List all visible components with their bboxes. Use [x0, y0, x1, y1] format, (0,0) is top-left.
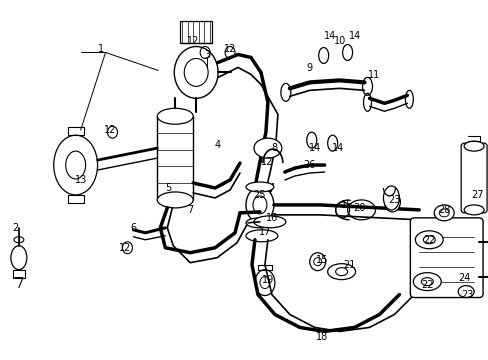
Text: 4: 4 [215, 140, 221, 150]
Text: 24: 24 [457, 273, 469, 283]
Ellipse shape [157, 108, 193, 124]
Text: 12: 12 [224, 44, 236, 54]
Text: 10: 10 [333, 36, 345, 46]
Ellipse shape [254, 270, 274, 296]
Text: 12: 12 [119, 243, 131, 253]
Ellipse shape [309, 253, 325, 271]
FancyBboxPatch shape [409, 218, 482, 298]
Text: 15: 15 [315, 255, 327, 265]
Text: 27: 27 [470, 190, 482, 200]
Text: 28: 28 [437, 205, 449, 215]
Text: 23: 23 [460, 289, 472, 300]
Text: 23: 23 [387, 195, 400, 205]
Ellipse shape [433, 205, 453, 221]
Ellipse shape [463, 205, 483, 215]
Text: 14: 14 [308, 143, 320, 153]
Text: 14: 14 [323, 31, 335, 41]
Ellipse shape [253, 138, 281, 158]
Ellipse shape [54, 135, 98, 195]
Text: 14: 14 [331, 143, 343, 153]
Ellipse shape [414, 231, 442, 249]
Ellipse shape [245, 230, 277, 242]
Text: 12: 12 [186, 36, 199, 46]
Text: 6: 6 [130, 223, 136, 233]
Ellipse shape [245, 218, 273, 228]
Ellipse shape [347, 200, 375, 220]
Text: 2: 2 [12, 223, 18, 233]
Ellipse shape [245, 187, 273, 223]
Ellipse shape [174, 46, 218, 98]
Text: 9: 9 [306, 63, 312, 73]
Text: 20: 20 [353, 203, 365, 213]
Ellipse shape [412, 273, 440, 291]
Ellipse shape [157, 192, 193, 208]
Text: 8: 8 [271, 143, 277, 153]
Ellipse shape [245, 182, 273, 192]
Text: 22: 22 [422, 235, 435, 245]
Text: 19: 19 [261, 275, 273, 285]
Text: 11: 11 [367, 71, 380, 80]
Text: 25: 25 [253, 190, 265, 200]
Ellipse shape [327, 264, 355, 280]
Text: 3: 3 [203, 50, 210, 60]
Text: 14: 14 [349, 31, 361, 41]
Ellipse shape [384, 192, 400, 212]
Text: 13: 13 [74, 175, 86, 185]
Text: 18: 18 [315, 332, 327, 342]
Ellipse shape [463, 141, 483, 151]
Text: 12: 12 [104, 125, 117, 135]
Text: 26: 26 [303, 160, 315, 170]
Text: 15: 15 [341, 200, 353, 210]
Text: 12: 12 [260, 157, 272, 167]
Ellipse shape [253, 216, 285, 228]
Ellipse shape [383, 186, 399, 210]
Text: 22: 22 [420, 280, 433, 289]
Text: 1: 1 [97, 44, 103, 54]
Text: 16: 16 [265, 213, 278, 223]
FancyBboxPatch shape [460, 143, 486, 213]
Text: 17: 17 [258, 227, 270, 237]
Bar [157, 116, 193, 200]
Text: 21: 21 [343, 260, 355, 270]
Ellipse shape [11, 246, 27, 270]
Text: 7: 7 [187, 205, 193, 215]
Text: 5: 5 [165, 183, 171, 193]
Bar [180, 21, 212, 42]
